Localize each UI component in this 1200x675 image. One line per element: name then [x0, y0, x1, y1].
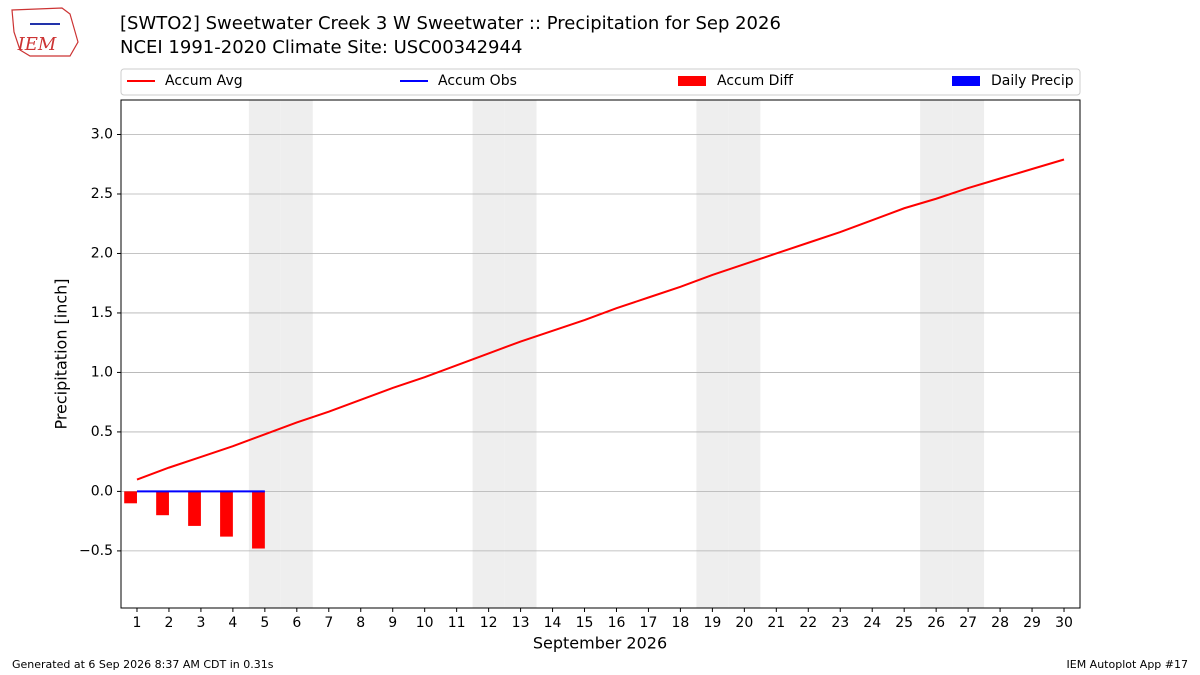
x-tick-label: 23 [831, 615, 849, 631]
chart-subtitle: NCEI 1991-2020 Climate Site: USC00342944 [120, 37, 522, 58]
y-tick-label: −0.5 [79, 543, 113, 559]
legend-swatch [678, 76, 706, 86]
y-tick-label: 1.0 [91, 364, 113, 380]
legend-label: Accum Avg [165, 73, 243, 89]
footer-left: Generated at 6 Sep 2026 8:37 AM CDT in 0… [12, 658, 274, 671]
x-tick-label: 24 [863, 615, 881, 631]
bar [252, 491, 265, 549]
x-tick-label: 4 [228, 615, 237, 631]
y-axis-label: Precipitation [inch] [52, 278, 71, 429]
x-tick-label: 9 [388, 615, 397, 631]
x-axis-label: September 2026 [533, 634, 667, 653]
chart-title: [SWTO2] Sweetwater Creek 3 W Sweetwater … [120, 13, 781, 34]
line [136, 158, 1065, 481]
legend-label: Accum Diff [717, 73, 793, 89]
logo-text: IEM [17, 34, 57, 55]
x-tick-label: 22 [799, 615, 817, 631]
x-tick-label: 14 [544, 615, 562, 631]
x-tick-label: 15 [576, 615, 594, 631]
x-tick-label: 12 [480, 615, 498, 631]
logo: IEM [11, 7, 79, 57]
x-tick-label: 25 [895, 615, 913, 631]
x-tick-label: 16 [608, 615, 626, 631]
y-tick-label: 0.0 [91, 483, 113, 499]
x-tick-label: 10 [416, 615, 434, 631]
x-tick-label: 11 [448, 615, 466, 631]
x-tick-label: 17 [640, 615, 658, 631]
x-tick-label: 20 [735, 615, 753, 631]
y-tick-label: 0.5 [91, 424, 113, 440]
weekend-band [504, 100, 537, 608]
x-tick-label: 13 [512, 615, 530, 631]
x-tick-label: 27 [959, 615, 977, 631]
footer-right: IEM Autoplot App #17 [1067, 658, 1189, 671]
y-tick-label: 2.0 [91, 245, 113, 261]
x-tick-label: 2 [164, 615, 173, 631]
y-tick-label: 2.5 [91, 186, 113, 202]
x-tick-label: 30 [1055, 615, 1073, 631]
weekend-band [280, 100, 313, 608]
legend-swatch [952, 76, 980, 86]
x-tick-label: 18 [672, 615, 690, 631]
bar [188, 491, 201, 526]
x-tick-label: 3 [196, 615, 205, 631]
x-tick-label: 28 [991, 615, 1009, 631]
legend-box [120, 68, 1081, 96]
plot-frame [120, 99, 1081, 609]
x-tick-label: 6 [292, 615, 301, 631]
x-tick-label: 19 [703, 615, 721, 631]
weekend-band [696, 100, 729, 608]
x-tick-label: 26 [927, 615, 945, 631]
bar [220, 491, 233, 537]
logo-outline [11, 7, 79, 57]
x-tick-label: 1 [133, 615, 142, 631]
x-tick-label: 21 [767, 615, 785, 631]
x-tick-label: 8 [356, 615, 365, 631]
plot-area: −0.50.00.51.01.52.02.53.01 2 3 4 5 6 7 8 9 10 11 12… [79, 99, 1081, 631]
bar [156, 491, 169, 516]
legend-label: Daily Precip [991, 73, 1074, 89]
x-tick-label: 7 [324, 615, 333, 631]
y-tick-label: 3.0 [91, 127, 113, 143]
weekend-band [952, 100, 985, 608]
y-tick-label: 1.5 [91, 305, 113, 321]
x-tick-label: 5 [260, 615, 269, 631]
x-tick-label: 29 [1023, 615, 1041, 631]
bar [124, 491, 137, 504]
legend-label: Accum Obs [438, 73, 517, 89]
weekend-band [920, 100, 953, 608]
weekend-band [728, 100, 761, 608]
